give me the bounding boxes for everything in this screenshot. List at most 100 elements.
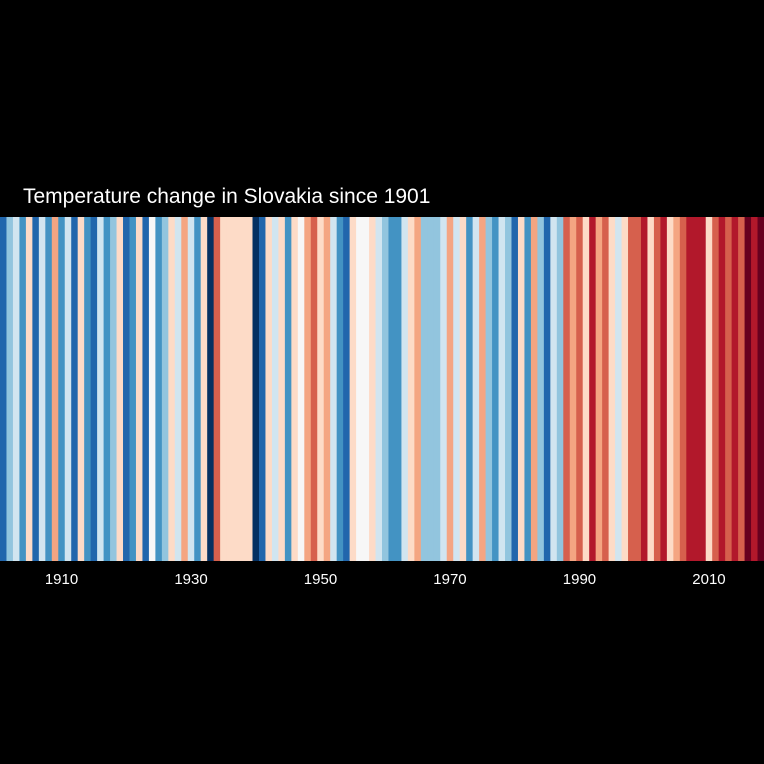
stripe-1908: [45, 217, 53, 561]
stripe-1910: [58, 217, 66, 561]
stripe-1952: [330, 217, 338, 561]
stripe-2003: [660, 217, 668, 561]
stripe-1962: [394, 217, 402, 561]
stripe-1951: [323, 217, 331, 561]
stripe-1912: [71, 217, 79, 561]
stripe-2018: [757, 217, 764, 561]
stripe-1918: [110, 217, 118, 561]
stripe-2014: [731, 217, 739, 561]
stripe-1997: [621, 217, 629, 561]
stripe-1928: [174, 217, 182, 561]
stripe-1967: [427, 217, 435, 561]
chart-title: Temperature change in Slovakia since 190…: [23, 185, 431, 208]
stripe-1991: [582, 217, 590, 561]
stripe-2010: [705, 217, 713, 561]
stripe-1961: [388, 217, 396, 561]
stripe-1989: [569, 217, 577, 561]
stripe-1925: [155, 217, 163, 561]
stripe-2009: [699, 217, 707, 561]
stripe-2005: [673, 217, 681, 561]
stripe-2013: [725, 217, 733, 561]
stripe-1985: [543, 217, 551, 561]
stripe-1917: [103, 217, 111, 561]
stripe-1913: [77, 217, 85, 561]
stripe-group: [0, 217, 764, 561]
stripe-2011: [712, 217, 720, 561]
stripe-1968: [433, 217, 441, 561]
stripe-1978: [498, 217, 506, 561]
stripe-1944: [278, 217, 286, 561]
stripe-1920: [123, 217, 130, 561]
stripe-1935: [220, 217, 228, 561]
stripe-1907: [38, 217, 46, 561]
stripe-2006: [679, 217, 687, 561]
stripe-2007: [686, 217, 694, 561]
stripe-1994: [602, 217, 610, 561]
x-tick-label: 1910: [45, 571, 78, 588]
stripe-1984: [537, 217, 545, 561]
stripe-1915: [90, 217, 98, 561]
stripe-1970: [446, 217, 454, 561]
stripe-1971: [453, 217, 461, 561]
stripe-1953: [336, 217, 344, 561]
stripe-1927: [168, 217, 176, 561]
stripe-1960: [382, 217, 389, 561]
stripe-2000: [640, 217, 648, 561]
stripe-2017: [751, 217, 759, 561]
stripe-1919: [116, 217, 124, 561]
stripe-1922: [135, 217, 143, 561]
x-tick-label: 1950: [304, 571, 337, 588]
stripe-1939: [246, 217, 254, 561]
stripe-2016: [744, 217, 752, 561]
x-tick-label: 1930: [174, 571, 207, 588]
stripe-1976: [485, 217, 493, 561]
stripe-1982: [524, 217, 532, 561]
stripe-1993: [595, 217, 603, 561]
stripe-1957: [362, 217, 370, 561]
stripe-1975: [479, 217, 487, 561]
stripe-1983: [530, 217, 538, 561]
stripe-1932: [200, 217, 208, 561]
stripe-1986: [550, 217, 558, 561]
stripe-1929: [181, 217, 189, 561]
stripe-1933: [207, 217, 215, 561]
stripe-1964: [407, 217, 415, 561]
stripe-1901: [0, 217, 7, 561]
stripe-2002: [653, 217, 661, 561]
stripe-1924: [148, 217, 156, 561]
x-tick-label: 2010: [692, 571, 725, 588]
stripe-1981: [517, 217, 525, 561]
stripe-1938: [239, 217, 247, 561]
stripe-1943: [271, 217, 279, 561]
stripe-2012: [718, 217, 726, 561]
x-tick-label: 1990: [563, 571, 596, 588]
stripe-1926: [161, 217, 169, 561]
stripe-1937: [233, 217, 241, 561]
stripe-1947: [297, 217, 305, 561]
stripe-2008: [692, 217, 700, 561]
stripe-1923: [142, 217, 150, 561]
stripe-1954: [343, 217, 351, 561]
stripe-2015: [738, 217, 746, 561]
stripe-1973: [466, 217, 474, 561]
stripe-1999: [634, 217, 642, 561]
stripe-1958: [369, 217, 377, 561]
stripe-2001: [647, 217, 655, 561]
stripe-1942: [265, 217, 273, 561]
x-tick-labels: 1910 1930 1950 1970 1990 2010: [45, 571, 726, 588]
stripe-1995: [608, 217, 616, 561]
stripe-1974: [472, 217, 480, 561]
stripe-1977: [492, 217, 500, 561]
stripe-1996: [615, 217, 623, 561]
stripe-1980: [511, 217, 519, 561]
stripe-1936: [226, 217, 234, 561]
stripe-1930: [187, 217, 195, 561]
stripe-1909: [51, 217, 59, 561]
stripe-1903: [12, 217, 20, 561]
stripe-1945: [284, 217, 292, 561]
stripe-1959: [375, 217, 383, 561]
stripe-1956: [356, 217, 364, 561]
stripe-1906: [32, 217, 40, 561]
stripe-1902: [6, 217, 14, 561]
